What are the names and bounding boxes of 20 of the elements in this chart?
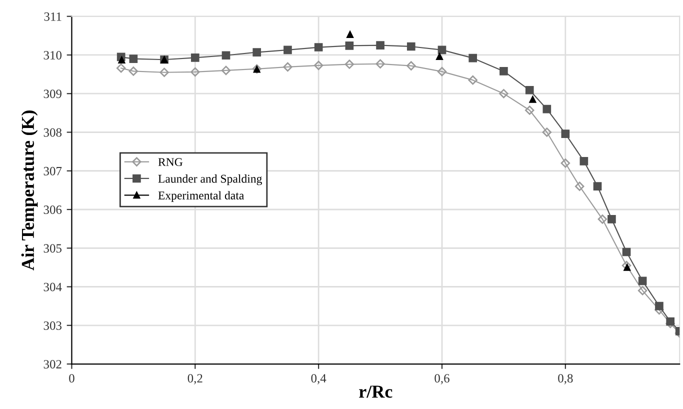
x-tick-label: 0,8 xyxy=(558,374,573,384)
legend-label: RNG xyxy=(158,158,183,166)
x-tick-label: 0 xyxy=(69,374,74,383)
y-tick-label: 310 xyxy=(44,51,62,60)
legend-label: Launder and Spalding xyxy=(158,174,262,186)
y-tick-label: 311 xyxy=(44,12,62,21)
y-tick-label: 303 xyxy=(44,321,62,330)
x-axis-title: r/Rc xyxy=(359,386,392,398)
x-tick-label: 0,6 xyxy=(434,374,450,384)
y-tick-label: 305 xyxy=(44,244,62,253)
y-axis-title: Air Temperature (K) xyxy=(21,110,38,270)
y-tick-label: 307 xyxy=(44,166,62,176)
y-tick-label: 304 xyxy=(44,282,62,292)
x-tick-label: 0,2 xyxy=(188,374,202,384)
y-tick-label: 308 xyxy=(44,128,62,137)
y-tick-label: 302 xyxy=(44,360,62,368)
y-tick-label: 306 xyxy=(44,206,62,214)
x-tick-label: 0,4 xyxy=(311,374,326,384)
y-tick-label: 309 xyxy=(44,90,62,98)
legend-label: Experimental data xyxy=(158,191,244,202)
